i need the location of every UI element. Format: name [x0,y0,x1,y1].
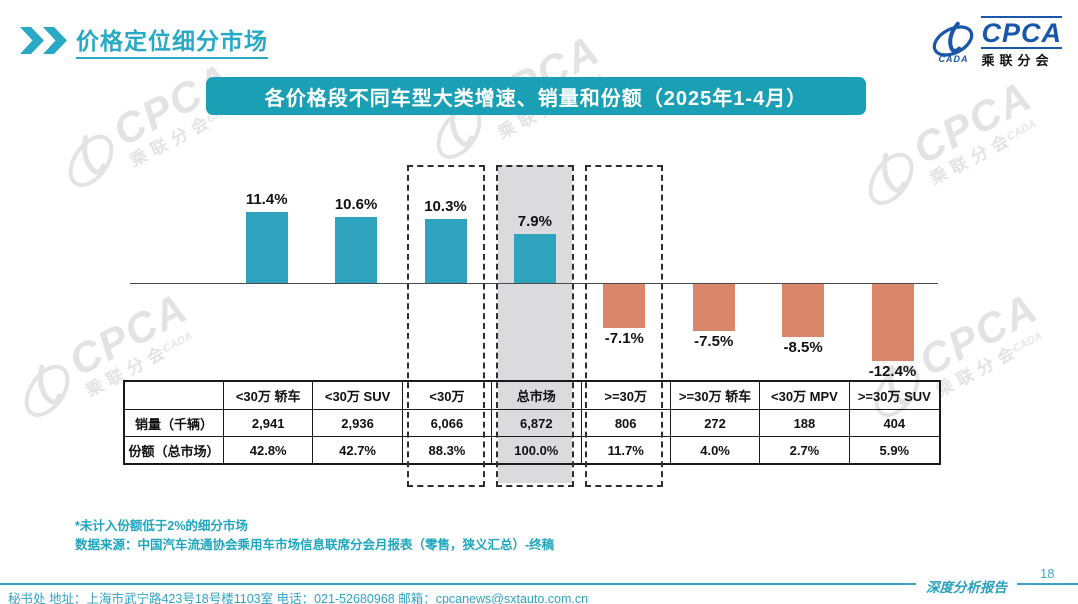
logo-text-block: CPCA 乘联分会 [981,16,1062,67]
logo-chinese-text: 乘联分会 [981,53,1054,68]
bar-5 [603,284,646,329]
table-cell: 5.9% [879,442,910,458]
chart-title: 各价格段不同车型大类增速、销量和份额（2025年1-4月） [264,87,808,110]
bar-7 [782,284,825,337]
bar-value-label: 7.9% [517,213,552,231]
chart-title-banner: 各价格段不同车型大类增速、销量和份额（2025年1-4月） [206,77,866,115]
bar-value-label: -8.5% [783,338,823,356]
watermark-swoosh-icon [68,134,114,187]
table-cell: 42.7% [313,437,403,463]
footnotes: *未计入份额低于2%的细分市场 数据来源：中国汽车流通协会乘用车市场信息联席分会… [75,517,554,556]
logo-cpca-text: CPCA [981,18,1062,48]
highlight-dashed-box [585,165,664,487]
footer-divider [0,583,1078,585]
table-cell: 2,936 [313,410,403,437]
bar-value-label: 10.3% [424,198,467,216]
table-cell: 188 [760,410,850,437]
bar-1 [245,212,288,283]
table-cell: 2.7% [760,437,850,463]
bar-6 [692,284,735,331]
table-cell: 404 [849,410,939,437]
page-title: 价格定位细分市场 [76,22,268,59]
bar-8 [871,284,914,361]
table-column-header: <30万 轿车 [224,382,314,410]
table-column-header: <30万 MPV [760,382,850,410]
table-cell: 272 [670,410,761,437]
header: 价格定位细分市场 [20,22,268,59]
table-cell: 6,872 [492,410,582,437]
table-row-header: 份额（总市场） [125,437,224,463]
table-cell: 100.0% [492,437,582,463]
bar-value-label: 10.6% [334,196,378,214]
chart-zero-line [130,283,938,284]
table-row-header: 销量（千辆） [125,410,224,437]
table-column-header: >=30万 SUV [849,382,939,410]
table-column-header: >=30万 [581,382,671,410]
table-column-header: <30万 [402,382,493,410]
table-column-header: <30万 SUV [313,382,403,410]
table-cell: 2,941 [224,410,314,437]
table-cell: 806 [581,410,671,437]
table-column-header: >=30万 轿车 [670,382,761,410]
bar-2 [335,217,378,283]
bar-4 [513,234,556,283]
watermark-swoosh-icon [868,152,914,205]
chevron-icon [20,27,44,54]
highlight-dashed-box [495,165,574,487]
bar-3 [424,219,467,283]
logo-swoosh-icon: CADA [930,19,976,64]
bar-value-label: -7.5% [694,332,734,350]
page-number: 18 [1040,566,1055,581]
table-cell: 6,066 [402,410,493,437]
highlight-fill-box [497,165,572,483]
bar-value-label: -12.4% [868,362,917,380]
table-column-header: 总市场 [492,382,582,410]
logo-stripe [981,47,1062,49]
table-cell: 11.7% [582,437,671,463]
watermark-swoosh-icon [24,364,70,417]
footer-contact: 秘书处 地址：上海市武宁路423号18号楼1103室 电话：021-526809… [8,592,589,604]
highlight-dashed-box [406,165,485,487]
cpca-watermark: CPCA 乘联分会 CADA [848,72,1040,219]
bar-value-label: 11.4% [245,191,288,209]
cpca-logo: CADA CPCA 乘联分会 [930,16,1062,67]
report-type-label: 深度分析报告 [916,576,1017,596]
bar-value-label: -7.1% [604,330,644,348]
footnote-1: *未计入份额低于2%的细分市场 [75,519,248,533]
table-cell: 88.3% [403,437,493,463]
logo-cada-text: CADA [938,54,969,64]
footnote-2: 数据来源：中国汽车流通协会乘用车市场信息联席分会月报表（零售，狭义汇总）-终稿 [75,538,555,553]
logo-stripe [981,16,1062,18]
table-cell: 42.8% [224,437,314,463]
table-cell: 4.0% [671,437,761,463]
chevron-icon [43,27,67,54]
table-corner-cell [125,382,224,410]
